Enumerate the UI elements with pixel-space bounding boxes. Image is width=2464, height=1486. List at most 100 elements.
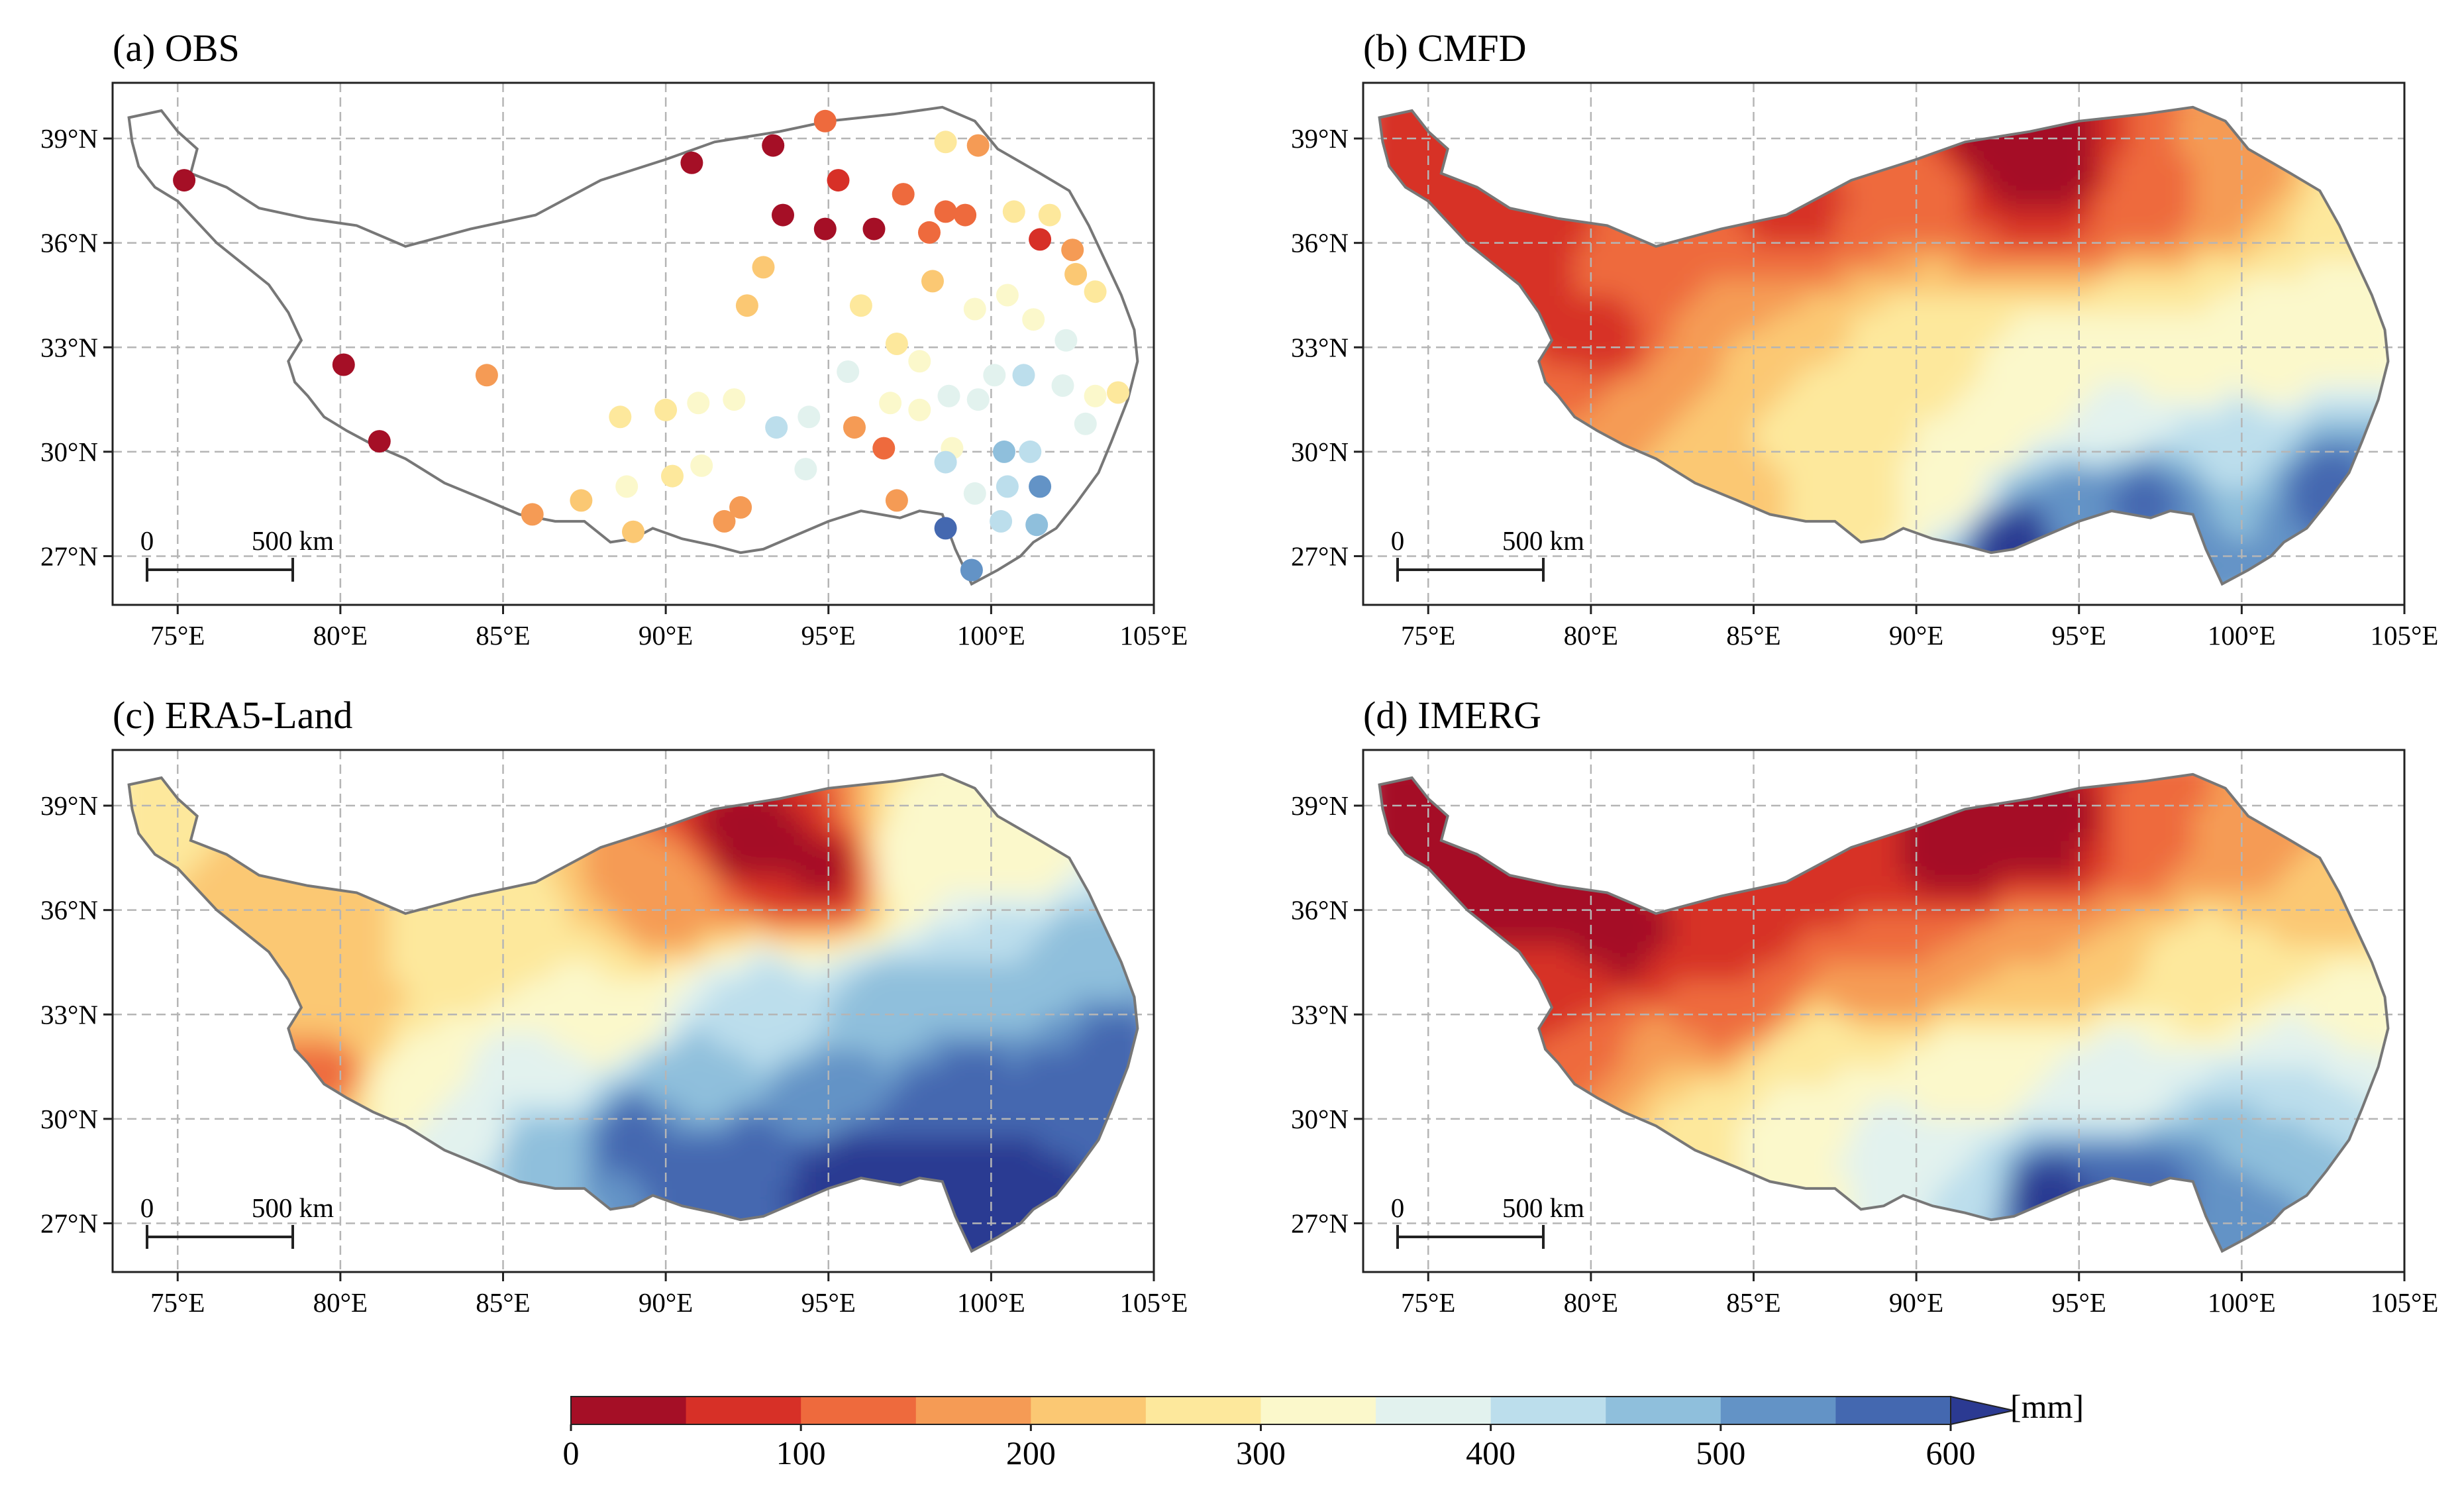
station-marker (570, 489, 593, 512)
lat-tick-label: 30°N (40, 437, 98, 467)
gridlines (113, 750, 1154, 1272)
station-marker (892, 183, 915, 206)
lat-tick-label: 39°N (40, 123, 98, 154)
panel-obs: (a) OBS 75°E 80°E 85°E 90°E 95°E 100°E 105°E 39… (40, 27, 1188, 651)
colorbar-swatch (1145, 1397, 1262, 1424)
lat-tick-label: 33°N (1291, 332, 1349, 362)
lat-tick-label: 30°N (40, 1104, 98, 1134)
colorbar-ticks: 0 100 200 300 400 500 600 (563, 1424, 1976, 1471)
lon-tick-label: 85°E (1726, 1287, 1780, 1318)
colorbar-swatch (915, 1397, 1032, 1424)
lat-tick-label: 27°N (40, 1208, 98, 1238)
station-marker (918, 221, 941, 244)
map-frame (1362, 749, 2406, 1273)
map-frame (1362, 81, 2406, 606)
lon-tick-label: 90°E (639, 620, 693, 651)
station-marker (963, 482, 986, 505)
lat-tick-label: 33°N (40, 999, 98, 1030)
plateau-boundary (1378, 772, 2390, 1253)
panel-title: (b) CMFD (1363, 27, 1527, 70)
scale-bar: 0 500 km (1391, 525, 1584, 582)
station-marker (615, 475, 639, 498)
scale-bar-end-label: 500 km (1502, 525, 1584, 556)
lon-tick-label: 85°E (476, 620, 530, 651)
station-marker (1061, 239, 1084, 262)
lon-tick-label: 80°E (313, 620, 368, 651)
plateau-boundary (127, 772, 1139, 1253)
lon-tick-label: 95°E (2052, 1287, 2106, 1318)
map-area: 75°E 80°E 85°E 90°E 95°E 100°E 105°E 39°N 36°N 33… (1291, 749, 2439, 1318)
lon-tick-label: 90°E (1889, 620, 1943, 651)
lon-tick-label: 85°E (1726, 620, 1780, 651)
scale-bar-start-label: 0 (140, 1193, 154, 1223)
lat-tick-label: 39°N (40, 790, 98, 821)
lon-tick-label: 105°E (2371, 620, 2439, 651)
colorbar-tick-label: 0 (563, 1434, 580, 1471)
station-marker (1002, 200, 1025, 223)
station-marker (1019, 440, 1042, 463)
map-area: 75°E 80°E 85°E 90°E 95°E 100°E 105°E 39°N 36°N 33… (1291, 81, 2439, 651)
lon-tick-label: 95°E (801, 1287, 856, 1318)
station-marker (849, 294, 872, 317)
lon-tick-label: 95°E (2052, 620, 2106, 651)
gridlines (1363, 750, 2404, 1272)
lon-tick-label: 100°E (957, 1287, 1025, 1318)
lat-tick-label: 27°N (1291, 1208, 1349, 1238)
lon-tick-label: 75°E (1401, 1287, 1455, 1318)
map-frame (111, 81, 1155, 606)
station-marker (879, 392, 902, 415)
lon-tick-label: 95°E (801, 620, 856, 651)
colorbar-unit-label: [mm] (2010, 1388, 2084, 1425)
scale-bar-start-label: 0 (1391, 525, 1405, 556)
lon-tick-label: 75°E (150, 620, 205, 651)
station-marker (1029, 475, 1052, 498)
lon-tick-label: 80°E (1564, 620, 1618, 651)
scale-bar-end-label: 500 km (1502, 1193, 1584, 1223)
lon-tick-label: 100°E (2208, 620, 2276, 651)
lat-tick-label: 36°N (40, 228, 98, 258)
lat-tick-label: 33°N (40, 332, 98, 362)
gridlines (1363, 83, 2404, 605)
station-marker (966, 134, 990, 157)
station-marker (680, 151, 703, 174)
station-marker (872, 437, 896, 460)
station-marker (797, 405, 821, 429)
scale-bar-end-label: 500 km (252, 525, 334, 556)
station-marker (1084, 280, 1107, 303)
lon-tick-label: 80°E (1564, 1287, 1618, 1318)
station-marker (963, 297, 986, 321)
station-marker (772, 203, 794, 227)
station-marker (960, 558, 983, 582)
station-marker (885, 489, 908, 512)
station-marker (837, 360, 860, 383)
scale-bar-start-label: 0 (1391, 1193, 1405, 1223)
panel-title: (c) ERA5-Land (113, 694, 352, 737)
panel-title: (d) IMERG (1363, 694, 1541, 737)
colorbar-swatch (1720, 1397, 1837, 1424)
station-marker (762, 134, 785, 157)
plateau-boundary (127, 105, 1139, 586)
lon-tick-label: 105°E (2371, 1287, 2439, 1318)
station-marker (1022, 308, 1045, 331)
colorbar-extend-arrow (1950, 1395, 2014, 1426)
station-marker (713, 509, 736, 533)
station-marker (937, 384, 960, 407)
colorbar-tick-label: 300 (1236, 1434, 1286, 1471)
station-marker (687, 392, 710, 415)
station-marker (1054, 329, 1078, 352)
station-marker (765, 416, 788, 439)
station-marker (1051, 374, 1074, 397)
station-marker (993, 440, 1015, 463)
axis-ticks: 75°E 80°E 85°E 90°E 95°E 100°E 105°E 39°N 36°N 33… (40, 790, 1188, 1318)
station-marker (1064, 262, 1088, 286)
colorbar-swatch (1376, 1397, 1492, 1424)
station-marker (908, 350, 931, 373)
colorbar-swatch (686, 1397, 801, 1424)
station-marker (843, 416, 866, 439)
station-marker (966, 388, 990, 411)
lat-tick-label: 30°N (1291, 1104, 1349, 1134)
station-marker (1038, 203, 1061, 227)
colorbar-swatches (570, 1395, 2014, 1426)
lat-tick-label: 39°N (1291, 790, 1349, 821)
lat-tick-label: 33°N (1291, 999, 1349, 1030)
